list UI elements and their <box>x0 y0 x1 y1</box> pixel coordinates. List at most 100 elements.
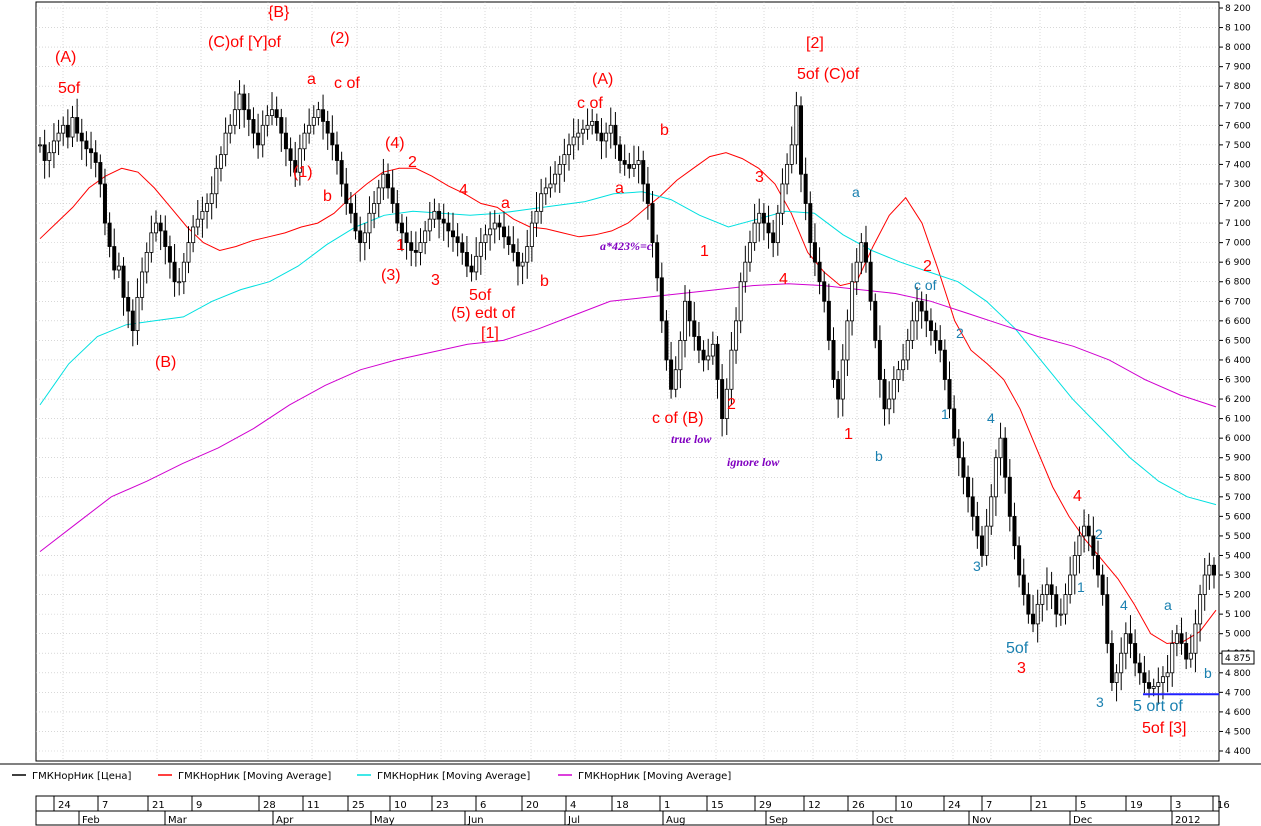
candle-body <box>1068 574 1073 595</box>
candle-body <box>655 242 660 279</box>
candle-body <box>469 265 474 273</box>
wave-label: c of <box>577 95 603 112</box>
candle-body <box>1128 633 1133 644</box>
candle-body <box>256 132 261 146</box>
y-axis-ticks: 8 200 8 100 8 000 7 900 7 800 7 700 7 600 7 500… <box>1219 4 1251 757</box>
candle-body <box>998 437 1003 459</box>
candle-body <box>149 232 154 253</box>
candle-body <box>172 261 177 283</box>
candle-body <box>506 236 511 245</box>
candle-body <box>979 535 984 556</box>
last-price-tag: 4 875 <box>1221 650 1255 665</box>
candle-body <box>107 222 112 247</box>
candle-body <box>933 330 938 341</box>
x-month-label: May <box>374 815 395 826</box>
candle-body <box>701 349 706 361</box>
candle-body <box>989 496 994 527</box>
x-day-label: 24 <box>948 800 961 811</box>
y-tick-label: 5 000 <box>1225 630 1251 640</box>
candle-body <box>386 173 391 189</box>
candle-body <box>283 132 288 150</box>
candle-body <box>1170 643 1175 674</box>
candle-body <box>812 242 817 263</box>
wave-label: (A) <box>592 71 613 88</box>
candle-body <box>195 218 200 228</box>
x-month-label: Oct <box>876 815 893 826</box>
wave-label: a <box>615 180 624 197</box>
candle-body <box>84 140 89 150</box>
wave-label: 2 <box>956 325 964 341</box>
candle-body <box>265 115 270 126</box>
candle-body <box>56 132 61 142</box>
wave-label: 2 <box>1095 526 1103 542</box>
y-tick-label: 5 800 <box>1225 473 1251 483</box>
candle-body <box>794 105 799 146</box>
y-tick-label: 5 300 <box>1225 571 1251 581</box>
candle-body <box>1017 545 1022 576</box>
y-tick-label: 8 200 <box>1225 4 1251 14</box>
candle-body <box>1044 584 1049 595</box>
candle-body <box>1031 613 1036 625</box>
candle-body <box>1207 564 1212 576</box>
candle-body <box>488 228 493 236</box>
candle-body <box>93 152 98 163</box>
candle-body <box>803 173 808 204</box>
candle-body <box>98 162 103 185</box>
candle-body <box>873 300 878 341</box>
y-tick-label: 7 600 <box>1225 121 1251 131</box>
candle-body <box>1026 594 1031 615</box>
wave-label: ignore low <box>727 455 780 469</box>
candle-body <box>288 148 293 161</box>
candle-body <box>297 148 302 173</box>
candle-body <box>757 212 762 224</box>
candle-body <box>455 236 460 244</box>
candle-body <box>1198 594 1203 625</box>
candle-body <box>293 160 298 173</box>
wave-label: a <box>307 71 316 88</box>
candle-body <box>372 203 377 214</box>
y-tick-label: 7 800 <box>1225 82 1251 92</box>
candle-body <box>1160 676 1165 683</box>
candle-body <box>678 339 683 371</box>
x-day-label: 25 <box>352 800 365 811</box>
candle-body <box>915 300 920 322</box>
y-tick-label: 7 400 <box>1225 160 1251 170</box>
candle-body <box>1049 584 1054 595</box>
candle-body <box>785 164 790 185</box>
wave-label: 1 <box>844 426 853 443</box>
candle-body <box>952 408 957 439</box>
candle-body <box>627 164 632 169</box>
ma-line-3 <box>39 283 1217 552</box>
candle-body <box>390 187 395 204</box>
wave-label: (2) <box>330 30 350 47</box>
candle-body <box>144 252 149 273</box>
candle-body <box>636 160 641 165</box>
candle-body <box>502 226 507 238</box>
candle-body <box>75 117 80 134</box>
candle-body <box>167 246 172 263</box>
y-tick-label: 8 100 <box>1225 24 1251 34</box>
wave-label: (3) <box>381 267 401 284</box>
y-tick-label: 7 300 <box>1225 180 1251 190</box>
wave-label: 1 <box>1077 579 1085 595</box>
candle-body <box>775 212 780 244</box>
candle-body <box>724 388 729 420</box>
candle-body <box>321 109 326 122</box>
candle-body <box>1054 594 1059 615</box>
wave-label: (A) <box>55 49 76 66</box>
candle-body <box>715 343 720 380</box>
legend-label: ГМКНорНик [Moving Average] <box>578 771 731 782</box>
candle-body <box>956 437 961 459</box>
candle-body <box>497 222 502 228</box>
candle-body <box>743 261 748 283</box>
candle-body <box>61 124 66 134</box>
candle-body <box>232 109 237 126</box>
candle-body <box>242 93 247 111</box>
candle-body <box>738 281 743 322</box>
candle-body <box>307 124 312 134</box>
candle-body <box>358 230 363 244</box>
candle-body <box>348 203 353 214</box>
y-tick-label: 4 600 <box>1225 708 1251 718</box>
y-tick-label: 6 500 <box>1225 336 1251 346</box>
